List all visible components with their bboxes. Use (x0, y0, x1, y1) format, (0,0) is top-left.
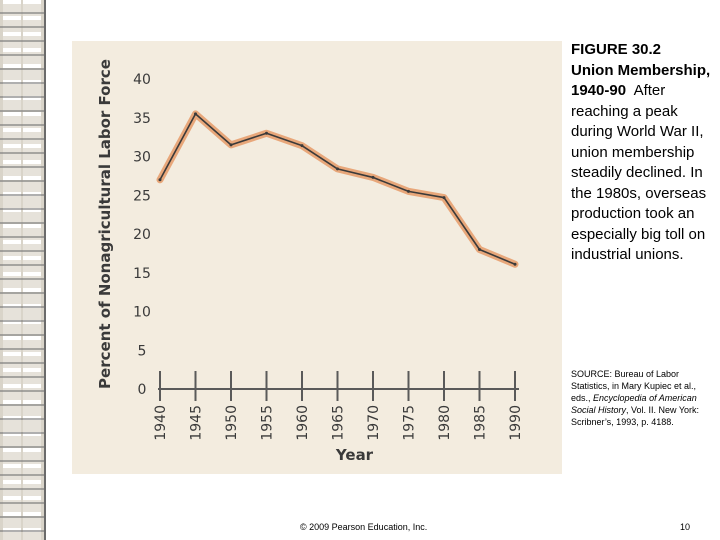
figure-number: FIGURE 30.2 (571, 41, 662, 58)
x-tick-label: 1980 (437, 405, 453, 441)
data-point (265, 131, 268, 135)
x-tick-label: 1960 (295, 405, 311, 441)
x-tick-label: 1975 (402, 405, 418, 441)
data-point (300, 144, 304, 148)
data-point (194, 112, 197, 116)
data-point (158, 178, 162, 182)
page-number: 10 (680, 522, 691, 532)
x-tick-label: 1945 (189, 405, 205, 441)
y-tick-label: 30 (133, 150, 151, 166)
union-membership-chart: 0 5 10 15 20 25 30 35 40 1940 1945 1950 1955 1960 196… (96, 59, 524, 464)
source-suffix: , Vol. II. New York: Scribner’s, 1993, p… (571, 405, 700, 427)
x-tick-label: 1985 (473, 405, 489, 441)
data-point (336, 167, 339, 171)
data-point (407, 189, 410, 193)
y-tick-label: 35 (133, 111, 151, 127)
y-tick-label: 25 (133, 188, 151, 204)
x-tick-label: 1990 (508, 405, 524, 441)
y-axis-label: Percent of Nonagricultural Labor Force (96, 59, 114, 389)
series-line-halo (156, 110, 519, 268)
y-tick-label: 10 (133, 305, 151, 321)
data-point (478, 248, 481, 251)
chart-panel: 0 5 10 15 20 25 30 35 40 1940 1945 1950 1955 1960 196… (72, 41, 562, 474)
figure-caption: FIGURE 30.2 Union Membership, 1940-90 Af… (571, 40, 711, 266)
source-note: SOURCE: Bureau of Labor Statistics, in M… (571, 368, 706, 428)
y-tick-label: 0 (138, 382, 147, 398)
source-book-title: Encyclopedia of American Social History (571, 393, 697, 415)
figure-title: Union Membership, 1940-90 (571, 61, 711, 100)
x-tick-label: 1955 (260, 405, 276, 441)
filmstrip-border (0, 0, 46, 540)
data-point (371, 175, 375, 179)
x-tick-label: 1970 (366, 405, 382, 441)
y-tick-label: 15 (133, 266, 151, 282)
source-prefix: SOURCE: Bureau of Labor Statistics, in M… (571, 369, 697, 403)
data-point (442, 196, 446, 200)
y-tick-label: 40 (133, 72, 151, 88)
y-tick-label: 5 (138, 343, 147, 359)
data-point (229, 143, 233, 147)
data-point (513, 262, 517, 266)
x-tick-label: 1950 (224, 405, 240, 441)
figure-description: After reaching a peak during World War I… (571, 82, 707, 263)
copyright-footer: © 2009 Pearson Education, Inc. (300, 522, 428, 532)
x-tick-label: 1940 (153, 405, 169, 441)
x-axis-label: Year (335, 446, 374, 464)
series-line (159, 113, 516, 266)
y-tick-label: 20 (133, 227, 151, 243)
x-tick-label: 1965 (331, 405, 347, 441)
